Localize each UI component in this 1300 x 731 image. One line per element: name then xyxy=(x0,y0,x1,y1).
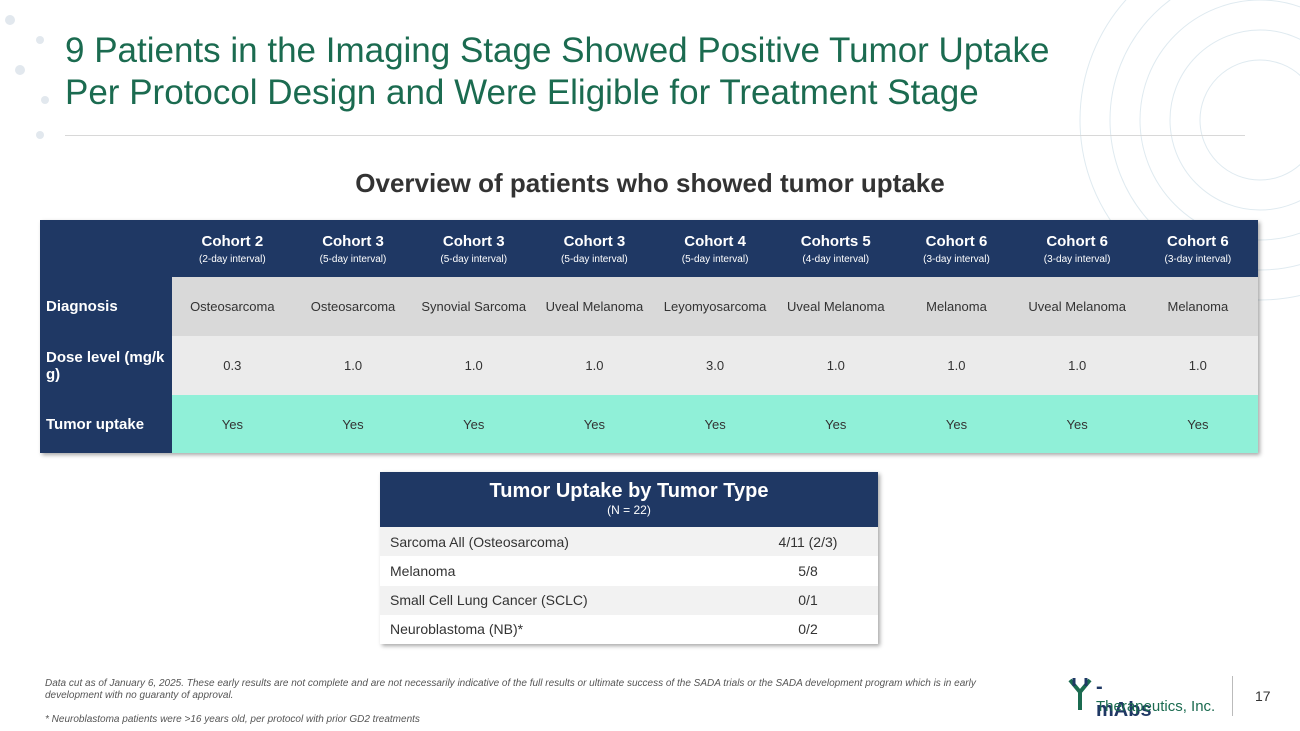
page-number: 17 xyxy=(1255,688,1271,704)
cohort-name: Cohort 3 xyxy=(563,232,626,250)
cohort-note: (5-day interval) xyxy=(681,253,749,265)
cohort-name: Cohort 3 xyxy=(322,232,384,250)
column-header: Cohort 6 (3-day interval) xyxy=(1137,220,1259,277)
cohort-note: (3-day interval) xyxy=(1043,253,1111,265)
uptake-count: 0/1 xyxy=(798,592,818,609)
type-row: Neuroblastoma (NB)* 0/2 xyxy=(380,615,878,644)
type-row: Melanoma 5/8 xyxy=(380,556,878,585)
tumor-type: Melanoma xyxy=(390,562,456,579)
table-row: Dose level (mg/kg) 0.3 1.0 1.0 1.0 3.0 1.0 1.0 1… xyxy=(40,336,1259,395)
divider xyxy=(65,135,1245,136)
table-row: Tumor uptake Yes Yes Yes Yes Yes Yes Yes Yes Yes xyxy=(40,395,1259,453)
uptake-count: 5/8 xyxy=(798,562,818,579)
divider xyxy=(1232,676,1233,716)
table-cell: Uveal Melanoma xyxy=(1016,277,1138,336)
cohort-note: (5-day interval) xyxy=(561,253,628,265)
table-cell: 1.0 xyxy=(534,336,655,395)
cohort-name: Cohort 6 xyxy=(1167,232,1229,250)
column-header: Cohort 3 (5-day interval) xyxy=(413,220,535,277)
table-cell: Yes xyxy=(413,395,535,453)
subtitle: Overview of patients who showed tumor up… xyxy=(355,168,945,198)
table-cell: Osteosarcoma xyxy=(172,277,293,336)
table-cell: Yes xyxy=(1137,395,1259,453)
logo-company: Therapeutics, Inc. xyxy=(1096,698,1216,715)
logo-brand: -mAbs xyxy=(1096,676,1152,721)
footnote: * Neuroblastoma patients were >16 years … xyxy=(45,714,420,725)
table-cell: Yes xyxy=(292,395,414,453)
row-label: Tumor uptake xyxy=(40,395,172,453)
cohort-name: Cohort 6 xyxy=(1046,232,1108,250)
title-line: Per Protocol Design and Were Eligible fo… xyxy=(65,73,979,112)
type-table: Tumor Uptake by Tumor Type (N = 22) Sarc… xyxy=(380,472,878,644)
column-header: Cohort 4 (5-day interval) xyxy=(654,220,776,277)
table-cell: 1.0 xyxy=(1137,336,1259,395)
corner-cell xyxy=(40,220,172,277)
tumor-type: Sarcoma All (Osteosarcoma) xyxy=(390,533,569,550)
type-table-title: Tumor Uptake by Tumor Type xyxy=(489,480,769,502)
column-header: Cohort 3 (5-day interval) xyxy=(292,220,414,277)
cohort-name: Cohort 3 xyxy=(442,232,505,250)
table-cell: Yes xyxy=(775,395,897,453)
uptake-count: 4/11 (2/3) xyxy=(778,533,838,550)
logo-icon xyxy=(1068,678,1092,710)
table-cell: Yes xyxy=(1016,395,1138,453)
cohort-name: Cohort 2 xyxy=(201,232,264,250)
uptake-count: 0/2 xyxy=(798,621,818,638)
slide-title: 9 Patients in the Imaging Stage Showed P… xyxy=(65,30,1049,114)
title-line: 9 Patients in the Imaging Stage Showed P… xyxy=(65,31,1050,70)
table-cell: Osteosarcoma xyxy=(292,277,414,336)
table-cell: 0.3 xyxy=(172,336,293,395)
table-cell: Yes xyxy=(654,395,776,453)
cohort-name: Cohorts 5 xyxy=(800,232,871,250)
type-table-subtitle: (N = 22) xyxy=(607,503,651,517)
table-cell: Yes xyxy=(172,395,293,453)
cohort-table: Cohort 2 (2-day interval) Cohort 3 (5-day i… xyxy=(40,220,1259,453)
column-header: Cohorts 5 (4-day interval) xyxy=(775,220,897,277)
table-cell: Melanoma xyxy=(1137,277,1259,336)
table-cell: 3.0 xyxy=(654,336,776,395)
table-cell: Yes xyxy=(896,395,1017,453)
table-cell: Melanoma xyxy=(896,277,1017,336)
tumor-type: Neuroblastoma (NB)* xyxy=(390,621,524,638)
tumor-type: Small Cell Lung Cancer (SCLC) xyxy=(390,592,588,609)
cohort-name: Cohort 4 xyxy=(684,232,746,250)
type-row: Small Cell Lung Cancer (SCLC) 0/1 xyxy=(380,585,878,615)
cohort-note: (5-day interval) xyxy=(440,253,508,265)
column-header: Cohort 2 (2-day interval) xyxy=(172,220,293,277)
type-row: Sarcoma All (Osteosarcoma) 4/11 (2/3) xyxy=(380,527,878,557)
header-row: Cohort 2 (2-day interval) Cohort 3 (5-day i… xyxy=(40,220,1259,277)
cohort-note: (2-day interval) xyxy=(198,253,266,265)
cohort-note: (3-day interval) xyxy=(1164,253,1232,265)
column-header: Cohort 6 (3-day interval) xyxy=(896,220,1017,277)
column-header: Cohort 3 (5-day interval) xyxy=(534,220,655,277)
column-header: Cohort 6 (3-day interval) xyxy=(1016,220,1138,277)
table-cell: Uveal Melanoma xyxy=(534,277,655,336)
table-cell: 1.0 xyxy=(413,336,535,395)
cohort-note: (4-day interval) xyxy=(802,253,870,265)
row-label: Diagnosis xyxy=(40,277,172,336)
table-row: Diagnosis Osteosarcoma Osteosarcoma Synovia… xyxy=(40,277,1259,336)
table-cell: 1.0 xyxy=(896,336,1017,395)
row-label: Dose level (mg/kg) xyxy=(40,336,172,395)
table-cell: 1.0 xyxy=(292,336,414,395)
table-cell: 1.0 xyxy=(1016,336,1138,395)
table-cell: 1.0 xyxy=(775,336,897,395)
table-cell: Uveal Melanoma xyxy=(775,277,897,336)
table-cell: Synovial Sarcoma xyxy=(413,277,535,336)
type-table-header: Tumor Uptake by Tumor Type (N = 22) xyxy=(380,472,878,527)
cohort-note: (3-day interval) xyxy=(923,253,990,265)
table-cell: Yes xyxy=(534,395,655,453)
cohort-note: (5-day interval) xyxy=(319,253,387,265)
table-cell: Leyomyosarcoma xyxy=(654,277,776,336)
cohort-name: Cohort 6 xyxy=(925,232,988,250)
footnote: Data cut as of January 6, 2025. These ea… xyxy=(45,678,976,701)
